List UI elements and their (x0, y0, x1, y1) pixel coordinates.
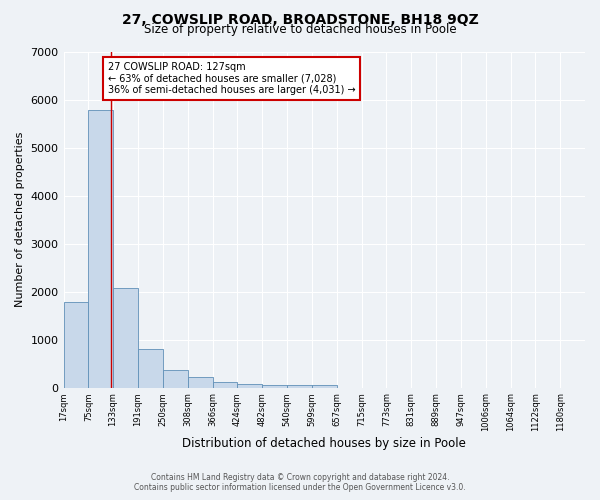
Bar (138, 348, 163, 388)
Text: Contains HM Land Registry data © Crown copyright and database right 2024.
Contai: Contains HM Land Registry data © Crown c… (134, 473, 466, 492)
Bar (238, 384, 262, 388)
Bar (188, 377, 212, 388)
Bar (163, 370, 188, 388)
Bar (88, 110, 113, 388)
X-axis label: Distribution of detached houses by size in Poole: Distribution of detached houses by size … (182, 437, 466, 450)
Text: 27 COWSLIP ROAD: 127sqm
← 63% of detached houses are smaller (7,028)
36% of semi: 27 COWSLIP ROAD: 127sqm ← 63% of detache… (108, 62, 355, 95)
Bar (262, 385, 287, 388)
Bar (64, 302, 88, 388)
Bar (212, 382, 238, 388)
Bar (287, 385, 311, 388)
Bar (113, 288, 138, 388)
Text: 27, COWSLIP ROAD, BROADSTONE, BH18 9QZ: 27, COWSLIP ROAD, BROADSTONE, BH18 9QZ (122, 12, 478, 26)
Y-axis label: Number of detached properties: Number of detached properties (15, 132, 25, 307)
Text: Size of property relative to detached houses in Poole: Size of property relative to detached ho… (143, 22, 457, 36)
Bar (312, 385, 337, 388)
